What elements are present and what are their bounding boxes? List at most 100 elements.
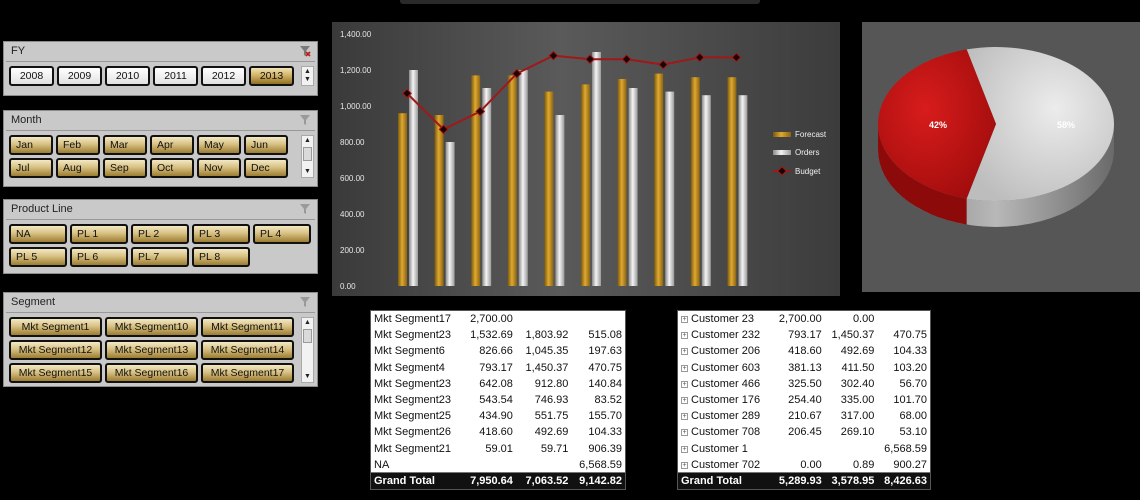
slicer-item-mkt-segment1[interactable]: Mkt Segment1 [9,317,102,337]
table-row: + Customer 708 206.45 269.10 53.10 [678,424,930,440]
budget-marker [402,88,412,99]
grand-total-value: 3,578.95 [824,472,878,490]
clear-filter-icon[interactable] [299,45,311,57]
row-label[interactable]: + Customer 206 [678,343,769,359]
slicer-item-pl-8[interactable]: PL 8 [192,247,250,267]
grand-total-row: Grand Total 7,950.64 7,063.52 9,142.82 [371,472,625,490]
slicer-item-2008[interactable]: 2008 [9,66,54,86]
slicer-item-nov[interactable]: Nov [197,158,241,178]
slicer-item-mkt-segment13[interactable]: Mkt Segment13 [105,340,198,360]
scroll-up-icon[interactable]: ▲ [304,319,311,326]
slicer-item-sep[interactable]: Sep [103,158,147,178]
slicer-item-oct[interactable]: Oct [150,158,194,178]
orders-bar [665,91,675,286]
slicer-item-pl-4[interactable]: PL 4 [253,224,311,244]
row-label: Mkt Segment23 [374,377,452,390]
pie-slice-58 [966,47,1114,202]
expand-icon[interactable]: + [681,316,688,324]
slicer-scrollbar[interactable]: ▲ ▼ [301,135,314,178]
slicer-item-2011[interactable]: 2011 [153,66,198,86]
slicer-scrollbar[interactable]: ▲ ▼ [301,317,314,383]
slicer-item-mkt-segment10[interactable]: Mkt Segment10 [105,317,198,337]
expand-icon[interactable]: + [681,429,688,437]
expand-icon[interactable]: + [681,380,688,388]
row-label[interactable]: + Customer 708 [678,424,769,440]
scroll-up-icon[interactable]: ▲ [304,68,311,75]
row-label[interactable]: + Customer 232 [678,327,769,343]
slicer-item-jul[interactable]: Jul [9,158,53,178]
row-label[interactable]: + Customer 466 [678,376,769,392]
expand-icon[interactable]: + [681,364,688,372]
y-tick-label: 200.00 [340,246,365,255]
value-cell: 2,700.00 [778,313,822,326]
slicer-item-pl-6[interactable]: PL 6 [70,247,128,267]
slicer-item-apr[interactable]: Apr [150,135,194,155]
row-label[interactable]: + Customer 1 [678,441,769,457]
expand-icon[interactable]: + [681,397,688,405]
slicer-item-dec[interactable]: Dec [244,158,288,178]
scroll-down-icon[interactable]: ▼ [304,373,311,380]
slicer-scrollbar[interactable]: ▲ ▼ [301,66,314,86]
value-cell [516,457,571,473]
scroll-thumb[interactable] [303,147,312,161]
scroll-thumb[interactable] [303,329,312,343]
slicer-item-pl-2[interactable]: PL 2 [131,224,189,244]
slicer-item-pl-7[interactable]: PL 7 [131,247,189,267]
grand-total-value: 7,950.64 [460,472,516,490]
slicer-item-jun[interactable]: Jun [244,135,288,155]
slicer-item-mkt-segment17[interactable]: Mkt Segment17 [201,363,294,383]
slicer-item-pl-3[interactable]: PL 3 [192,224,250,244]
clear-filter-icon[interactable] [299,296,311,308]
expand-icon[interactable]: + [681,413,688,421]
row-label-text: Customer 466 [691,377,761,390]
y-tick-label: 1,200.00 [340,66,372,75]
slicer-item-mkt-segment12[interactable]: Mkt Segment12 [9,340,102,360]
grand-total-value: 8,426.63 [877,472,930,490]
scroll-up-icon[interactable]: ▲ [304,137,311,144]
slicer-item-pl-5[interactable]: PL 5 [9,247,67,267]
slicer-item-feb[interactable]: Feb [56,135,100,155]
slicer-item-mar[interactable]: Mar [103,135,147,155]
scroll-down-icon[interactable]: ▼ [304,168,311,175]
value-cell [825,441,878,457]
slicer-item-2010[interactable]: 2010 [105,66,150,86]
slicer-item-2009[interactable]: 2009 [57,66,102,86]
slicer-item-mkt-segment15[interactable]: Mkt Segment15 [9,363,102,383]
slicer-item-2012[interactable]: 2012 [201,66,246,86]
row-label[interactable]: + Customer 702 [678,457,769,473]
slicer-item-aug[interactable]: Aug [56,158,100,178]
slicer-item-na[interactable]: NA [9,224,67,244]
expand-icon[interactable]: + [681,445,688,453]
row-label[interactable]: + Customer 289 [678,408,769,424]
value-cell: 101.70 [893,394,927,407]
budget-marker [548,50,559,61]
expand-icon[interactable]: + [681,461,688,469]
row-label[interactable]: + Customer 176 [678,392,769,408]
expand-icon[interactable]: + [681,332,688,340]
slicer-item-mkt-segment11[interactable]: Mkt Segment11 [201,317,294,337]
row-label[interactable]: + Customer 23 [678,311,769,327]
table-row: Mkt Segment4 793.17 1,450.37 470.75 [371,360,625,376]
expand-icon[interactable]: + [681,348,688,356]
forecast-bar [544,91,554,286]
row-label: NA [374,458,390,471]
table-row: Mkt Segment25 434.90 551.75 155.70 [371,408,625,424]
table-row: + Customer 466 325.50 302.40 56.70 [678,376,930,392]
scroll-down-icon[interactable]: ▼ [304,76,311,83]
value-cell: 746.93 [534,394,569,407]
table-row: + Customer 23 2,700.00 0.00 [678,311,930,327]
clear-filter-icon[interactable] [299,203,311,215]
slicer-item-may[interactable]: May [197,135,241,155]
row-label[interactable]: + Customer 603 [678,360,769,376]
clear-filter-icon[interactable] [299,114,311,126]
slicer-item-mkt-segment16[interactable]: Mkt Segment16 [105,363,198,383]
table-row: Mkt Segment21 59.01 59.71 906.39 [371,441,625,457]
slicer-item-mkt-segment14[interactable]: Mkt Segment14 [201,340,294,360]
forecast-bar [398,113,407,286]
value-cell: 826.66 [479,345,513,358]
slicer-item-pl-1[interactable]: PL 1 [70,224,128,244]
budget-marker [621,54,632,65]
slicer-item-jan[interactable]: Jan [9,135,53,155]
value-cell: 1,045.35 [525,345,569,358]
slicer-item-2013[interactable]: 2013 [249,66,294,86]
